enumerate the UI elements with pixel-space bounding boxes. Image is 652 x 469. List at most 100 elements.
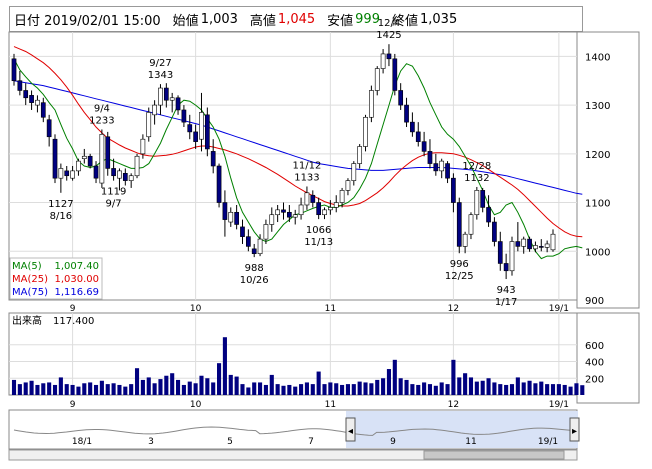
candle-body	[52, 138, 58, 179]
candle-body	[322, 209, 327, 216]
candle-body	[58, 168, 64, 179]
volume-bar	[328, 382, 333, 395]
navigator-scroll-thumb[interactable]	[423, 450, 565, 460]
navigator-scrollbar[interactable]	[8, 449, 578, 461]
candle-body	[497, 241, 503, 264]
volume-bar	[152, 383, 157, 395]
volume-bar	[17, 384, 22, 395]
candle-body	[40, 102, 46, 118]
navigator-handle-left-glyph: ◂	[348, 426, 353, 437]
candle-body	[480, 190, 486, 208]
navigator-handle-right-box	[569, 417, 580, 442]
ma75-line	[13, 80, 583, 195]
volume-bar	[240, 384, 245, 395]
volume-bar	[52, 384, 58, 395]
annotation-value: 988	[245, 263, 264, 274]
volume-x-tick: 11	[325, 400, 336, 410]
volume-bar	[187, 381, 192, 395]
navigator-handle-left[interactable]: ◂	[345, 417, 356, 442]
volume-bar	[111, 383, 116, 395]
candle-body	[269, 214, 275, 225]
candle-body	[240, 226, 245, 237]
volume-bar	[199, 375, 204, 395]
candle-body	[245, 236, 251, 247]
price-header: 日付 2019/02/01 15:00 始値 1,003 高値 1,045 安値…	[9, 6, 583, 32]
candle-body	[199, 112, 204, 140]
navigator-handle-right[interactable]: ▸	[569, 417, 580, 442]
candle-body	[210, 151, 216, 167]
navigator-x-tick: 3	[148, 437, 154, 447]
volume-bar	[463, 373, 468, 395]
high-value: 1,045	[277, 11, 316, 27]
candle-body	[163, 87, 169, 101]
volume-bar	[82, 383, 87, 395]
annotation-value: 1127	[48, 199, 73, 210]
volume-axis-tick: 600	[585, 341, 604, 352]
volume-bar	[340, 384, 345, 395]
volume-bar	[404, 379, 409, 395]
candle-body	[474, 190, 480, 216]
candle-body	[521, 238, 527, 247]
candle-body	[29, 95, 34, 103]
volume-bar	[170, 373, 175, 395]
candle-body	[298, 204, 304, 216]
candle-body	[292, 214, 298, 218]
navigator-selection	[346, 411, 578, 448]
candle-body	[128, 175, 134, 181]
volume-bar	[88, 382, 93, 395]
navigator-x-tick: 9	[390, 437, 396, 447]
candle-body	[345, 180, 351, 191]
candle-body	[257, 238, 263, 255]
volume-bar	[252, 382, 257, 395]
annotation-date: 8/16	[50, 211, 72, 222]
candle-body	[134, 155, 140, 177]
candle-body	[456, 202, 462, 247]
volume-bar	[76, 386, 81, 395]
legend-value: 1,007.40	[54, 261, 99, 272]
price-x-tick: 19/1	[549, 304, 569, 314]
volume-bar	[498, 384, 503, 395]
legend-name: MA(5)	[12, 261, 42, 272]
volume-bar	[492, 382, 497, 395]
candle-body	[310, 194, 316, 203]
price-axis-tick: 1100	[585, 199, 610, 210]
volume-bar	[299, 384, 304, 395]
candle-body	[316, 202, 322, 216]
volume-bar	[486, 378, 491, 395]
candle-body	[216, 165, 222, 203]
candle-body	[468, 214, 474, 235]
candle-body	[451, 177, 456, 203]
volume-bar	[146, 377, 151, 395]
volume-bar	[258, 382, 263, 395]
candle-body	[328, 207, 333, 211]
candle-body	[515, 241, 521, 247]
candle-body	[263, 224, 269, 240]
candle-body	[251, 248, 257, 255]
candle-body	[492, 221, 497, 242]
candle-body	[333, 202, 339, 208]
ma-legend: MA(5) 1,007.40 MA(25) 1,030.00 MA(75) 1,116.6…	[9, 257, 103, 300]
volume-bar	[574, 383, 579, 395]
volume-bar	[93, 384, 99, 395]
volume-bar	[351, 384, 356, 395]
candle-body	[538, 246, 544, 248]
candle-body	[363, 116, 368, 147]
annotation-date: 12/4	[378, 18, 400, 29]
volume-bar	[11, 379, 17, 395]
candle-body	[339, 190, 345, 203]
candle-body	[193, 131, 198, 142]
annotation-value: 1132	[464, 173, 489, 184]
volume-x-tick: 19/1	[549, 400, 569, 410]
navigator-line	[13, 426, 575, 436]
volume-bar	[205, 378, 210, 395]
volume-bar	[304, 382, 309, 395]
candle-body	[509, 241, 515, 272]
volume-bar	[275, 384, 280, 395]
candle-body	[222, 202, 228, 220]
volume-bar	[246, 387, 251, 395]
candle-body	[398, 90, 404, 106]
candle-body	[46, 119, 52, 138]
candle-body	[187, 124, 193, 133]
candle-body	[544, 243, 550, 248]
